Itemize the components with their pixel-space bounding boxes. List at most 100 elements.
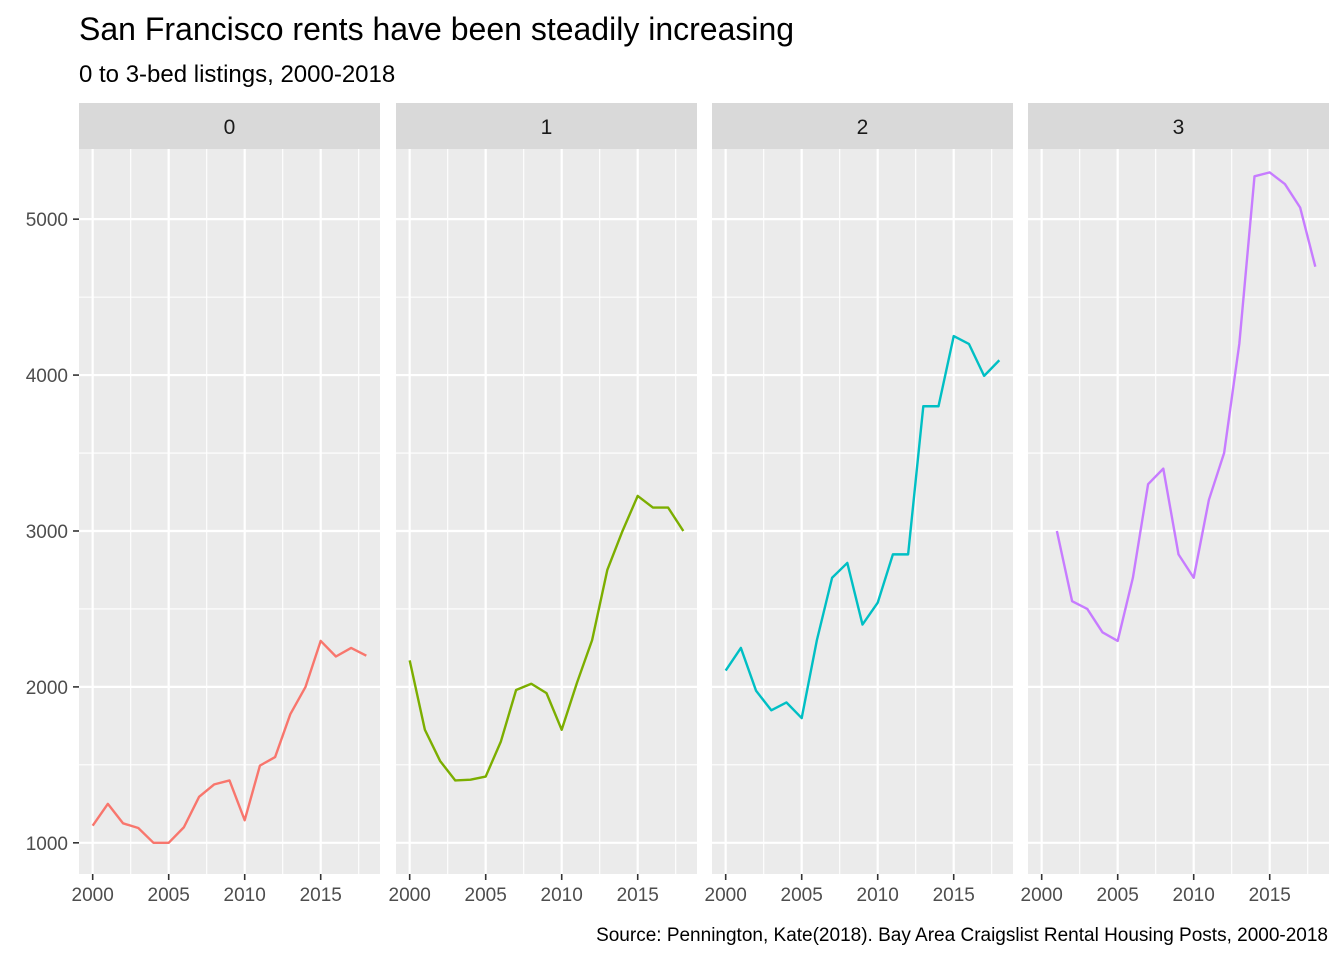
x-axis-2: 2000 2005 2010 2015	[705, 874, 975, 906]
data-point	[364, 654, 368, 658]
data-point	[982, 374, 986, 378]
data-point	[997, 358, 1001, 362]
facet-strip	[712, 103, 1013, 149]
chart-title: San Francisco rents have been steadily i…	[79, 11, 794, 47]
data-point	[1161, 467, 1165, 471]
facet-panel-1: 1 2000 2005 2010 2015	[389, 103, 697, 906]
data-point	[724, 669, 728, 673]
data-point	[1222, 451, 1226, 455]
y-tick-label: 1000	[26, 834, 68, 855]
data-point	[423, 728, 427, 732]
x-tick-label: 2000	[72, 885, 114, 906]
panel-background	[79, 149, 380, 874]
data-point	[1116, 639, 1120, 643]
data-point	[1313, 265, 1317, 269]
data-point	[438, 759, 442, 763]
data-point	[514, 688, 518, 692]
data-point	[590, 638, 594, 642]
data-point	[1192, 576, 1196, 580]
data-point	[304, 685, 308, 689]
data-point	[967, 342, 971, 346]
data-point	[754, 689, 758, 693]
data-point	[228, 778, 232, 782]
x-tick-label: 2000	[1021, 885, 1063, 906]
chart-caption: Source: Pennington, Kate(2018). Bay Area…	[596, 925, 1328, 946]
data-point	[167, 841, 171, 845]
y-tick-label: 2000	[26, 678, 68, 699]
series-line-3	[1055, 171, 1317, 643]
data-point	[197, 795, 201, 799]
data-point	[182, 825, 186, 829]
data-point	[136, 826, 140, 830]
data-point	[212, 782, 216, 786]
facet-strip	[396, 103, 697, 149]
data-point	[1207, 498, 1211, 502]
data-point	[1100, 630, 1104, 634]
data-point	[484, 775, 488, 779]
data-point	[621, 529, 625, 533]
y-axis: 1000 2000 3000 4000 5000	[26, 210, 79, 855]
data-point	[499, 739, 503, 743]
data-point	[288, 712, 292, 716]
data-point	[845, 561, 849, 565]
data-point	[273, 755, 277, 759]
data-point	[1268, 170, 1272, 174]
data-point	[91, 824, 95, 828]
data-point	[666, 506, 670, 510]
data-point	[243, 818, 247, 822]
data-point	[1283, 182, 1287, 186]
facet-panel-0: 0 2000 2005 2010 2015	[72, 103, 380, 906]
data-point	[1253, 174, 1257, 178]
facet-panel-3: 3 2000 2005 2010 2015	[1021, 103, 1329, 906]
data-point	[319, 639, 323, 643]
facet-strip-label: 1	[541, 116, 553, 139]
data-point	[921, 404, 925, 408]
data-point	[952, 334, 956, 338]
series-line-1	[408, 494, 685, 782]
facet-strip	[1028, 103, 1329, 149]
x-axis-3: 2000 2005 2010 2015	[1021, 874, 1291, 906]
y-tick-label: 4000	[26, 366, 68, 387]
data-point	[861, 623, 865, 627]
data-point	[830, 576, 834, 580]
data-point	[651, 506, 655, 510]
x-tick-label: 2000	[705, 885, 747, 906]
facet-strip-label: 0	[224, 116, 236, 139]
data-point	[1131, 576, 1135, 580]
data-point	[529, 682, 533, 686]
facet-strip	[79, 103, 380, 149]
x-axis-0: 2000 2005 2010 2015	[72, 874, 342, 906]
data-point	[1237, 342, 1241, 346]
data-point	[453, 778, 457, 782]
data-point	[1070, 599, 1074, 603]
data-point	[876, 601, 880, 605]
x-tick-label: 2010	[1173, 885, 1215, 906]
data-point	[121, 821, 125, 825]
facet-strip-label: 2	[857, 116, 869, 139]
series-line-2	[724, 334, 1001, 720]
data-point	[769, 708, 773, 712]
data-point	[1298, 205, 1302, 209]
x-tick-label: 2000	[389, 885, 431, 906]
x-tick-label: 2015	[1249, 885, 1291, 906]
x-tick-label: 2005	[1097, 885, 1139, 906]
data-point	[1146, 482, 1150, 486]
data-point	[815, 638, 819, 642]
data-point	[1177, 552, 1181, 556]
x-tick-label: 2005	[465, 885, 507, 906]
data-point	[800, 716, 804, 720]
data-point	[468, 778, 472, 782]
data-point	[334, 655, 338, 659]
data-point	[784, 700, 788, 704]
data-point	[891, 552, 895, 556]
data-point	[408, 658, 412, 662]
data-point	[1055, 529, 1059, 533]
data-point	[545, 691, 549, 695]
x-tick-label: 2010	[541, 885, 583, 906]
panel-background	[396, 149, 697, 874]
data-point	[575, 681, 579, 685]
facet-panel-2: 2 2000 2005 2010 2015	[705, 103, 1013, 906]
